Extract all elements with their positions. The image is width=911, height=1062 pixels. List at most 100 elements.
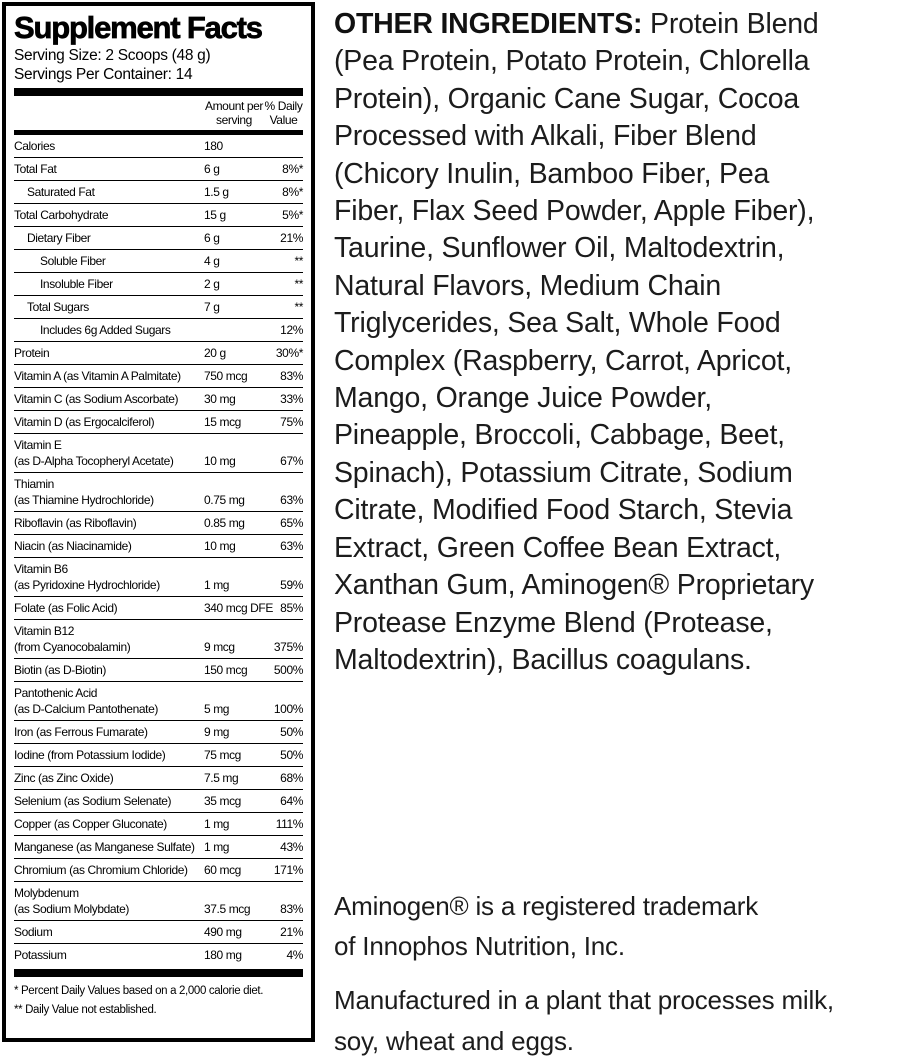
nutrient-amount: 750 mcg (204, 369, 248, 383)
nutrient-amount: 10 mg (204, 539, 236, 553)
nutrient-name: Total Sugars (27, 300, 89, 314)
table-row: Vitamin E (as D-Alpha Tocopheryl Acetate… (14, 433, 303, 472)
nutrient-daily-value: 500% (273, 663, 303, 677)
nutrient-amount: 1 mg (204, 840, 230, 854)
nutrient-daily-value: 83% (280, 902, 303, 916)
thick-divider-bottom (14, 969, 303, 977)
nutrient-daily-value: 30%* (275, 346, 303, 360)
nutrient-amount: 2 g (204, 277, 220, 291)
table-row: Iron (as Ferrous Fumarate) 9 mg 50% (14, 720, 303, 743)
table-row: Calories 180 (14, 135, 303, 157)
nutrient-amount: 490 mg (204, 925, 242, 939)
nutrient-amount: 0.85 mg (204, 516, 245, 530)
nutrient-daily-value: 8%* (282, 162, 303, 176)
table-row: Molybdenum (as Sodium Molybdate) 37.5 mc… (14, 881, 303, 920)
nutrient-amount: 1 mg (204, 817, 230, 831)
table-row: Vitamin C (as Sodium Ascorbate) 30 mg 33… (14, 387, 303, 410)
nutrient-amount: 180 (204, 139, 223, 153)
table-row: Biotin (as D-Biotin) 150 mcg 500% (14, 658, 303, 681)
table-row: Vitamin B12 (from Cyanocobalamin) 9 mcg … (14, 619, 303, 658)
nutrient-name: Insoluble Fiber (40, 277, 113, 291)
nutrient-name: Protein (14, 346, 50, 360)
nutrient-name: Manganese (as Manganese Sulfate) (14, 840, 195, 854)
nutrient-daily-value: 5%* (282, 208, 303, 222)
table-row: Total Fat 6 g 8%* (14, 157, 303, 180)
nutrient-daily-value: 63% (280, 539, 303, 553)
thick-divider-top (14, 88, 303, 96)
nutrient-name: Vitamin A (as Vitamin A Palmitate) (14, 369, 181, 383)
nutrient-daily-value: 375% (273, 640, 303, 654)
table-row: Zinc (as Zinc Oxide) 7.5 mg 68% (14, 766, 303, 789)
table-row: Chromium (as Chromium Chloride) 60 mcg 1… (14, 858, 303, 881)
nutrient-daily-value: 171% (273, 863, 303, 877)
nutrient-name: Niacin (as Niacinamide) (14, 539, 132, 553)
table-row: Saturated Fat 1.5 g 8%* (14, 180, 303, 203)
nutrient-amount: 15 g (204, 208, 226, 222)
nutrient-amount: 20 g (204, 346, 226, 360)
nutrient-daily-value: 85% (280, 601, 303, 615)
table-row: Sodium 490 mg 21% (14, 920, 303, 943)
nutrient-amount: 9 mcg (204, 640, 235, 654)
serving-size-text: Serving Size: 2 Scoops (48 g) (14, 47, 211, 64)
nutrient-name: Includes 6g Added Sugars (40, 323, 171, 337)
nutrient-amount: 15 mcg (204, 415, 241, 429)
nutrient-daily-value: ** (294, 277, 303, 291)
nutrient-daily-value: 68% (280, 771, 303, 785)
table-row: Total Carbohydrate 15 g 5%* (14, 203, 303, 226)
nutrient-name: Total Fat (14, 162, 57, 176)
supplement-facts-panel: Supplement Facts Serving Size: 2 Scoops … (2, 2, 315, 1042)
table-row: Potassium 180 mg 4% (14, 943, 303, 966)
other-ingredients-paragraph: OTHER INGREDIENTS: Protein Blend (Pea Pr… (334, 6, 908, 679)
nutrient-amount: 7.5 mg (204, 771, 239, 785)
table-row: Iodine (from Potassium Iodide) 75 mcg 50… (14, 743, 303, 766)
nutrient-name: Vitamin C (as Sodium Ascorbate) (14, 392, 179, 406)
nutrient-daily-value: 8%* (282, 185, 303, 199)
table-row: Copper (as Copper Gluconate) 1 mg 111% (14, 812, 303, 835)
nutrient-daily-value: 63% (280, 493, 303, 507)
column-header-amount-per-serving: Amount per serving (204, 99, 264, 127)
nutrient-amount: 1 mg (204, 578, 230, 592)
nutrient-name: Dietary Fiber (27, 231, 91, 245)
nutrient-name: Selenium (as Sodium Selenate) (14, 794, 172, 808)
nutrient-daily-value: 50% (280, 748, 303, 762)
other-ingredients-list: Protein Blend (Pea Protein, Potato Prote… (334, 8, 819, 676)
nutrient-name: Molybdenum (as Sodium Molybdate) (14, 886, 129, 916)
nutrient-name: Zinc (as Zinc Oxide) (14, 771, 114, 785)
facts-title: Supplement Facts (14, 10, 264, 45)
nutrient-daily-value: ** (294, 300, 303, 314)
nutrient-amount: 150 mcg (204, 663, 248, 677)
facts-table-header: Amount per serving % Daily Value (14, 96, 303, 135)
nutrient-name: Total Carbohydrate (14, 208, 109, 222)
table-row: Vitamin D (as Ergocalciferol) 15 mcg 75% (14, 410, 303, 433)
nutrient-name: Saturated Fat (27, 185, 95, 199)
column-header-percent-daily-value: % Daily Value (264, 99, 303, 127)
nutrient-daily-value: 65% (280, 516, 303, 530)
nutrient-daily-value: 100% (273, 702, 303, 716)
facts-table-body: Calories 180 Total Fat 6 g 8%* Saturated… (14, 135, 303, 966)
nutrient-amount: 180 mg (204, 948, 242, 962)
nutrient-daily-value: 43% (280, 840, 303, 854)
nutrient-name: Vitamin E (as D-Alpha Tocopheryl Acetate… (14, 438, 174, 468)
footnote-not-established: ** Daily Value not established. (14, 1004, 157, 1016)
nutrient-name: Calories (14, 139, 55, 153)
nutrient-name: Vitamin B12 (from Cyanocobalamin) (14, 624, 131, 654)
nutrient-daily-value: 75% (280, 415, 303, 429)
nutrient-amount: 30 mg (204, 392, 236, 406)
table-row: Includes 6g Added Sugars 12% (14, 318, 303, 341)
nutrient-daily-value: 21% (280, 925, 303, 939)
nutrient-daily-value: 83% (280, 369, 303, 383)
table-row: Pantothenic Acid (as D-Calcium Pantothen… (14, 681, 303, 720)
nutrient-name: Biotin (as D-Biotin) (14, 663, 107, 677)
table-row: Thiamin (as Thiamine Hydrochloride) 0.75… (14, 472, 303, 511)
table-row: Total Sugars 7 g ** (14, 295, 303, 318)
nutrient-amount: 4 g (204, 254, 220, 268)
nutrient-daily-value: 111% (275, 817, 304, 831)
nutrient-daily-value: 12% (280, 323, 303, 337)
nutrient-amount: 6 g (204, 162, 220, 176)
nutrient-name: Potassium (14, 948, 67, 962)
nutrient-name: Sodium (14, 925, 53, 939)
other-ingredients-heading: OTHER INGREDIENTS: (334, 8, 643, 40)
nutrient-amount: 7 g (204, 300, 220, 314)
nutrient-daily-value: 59% (280, 578, 303, 592)
table-row: Riboflavin (as Riboflavin) 0.85 mg 65% (14, 511, 303, 534)
